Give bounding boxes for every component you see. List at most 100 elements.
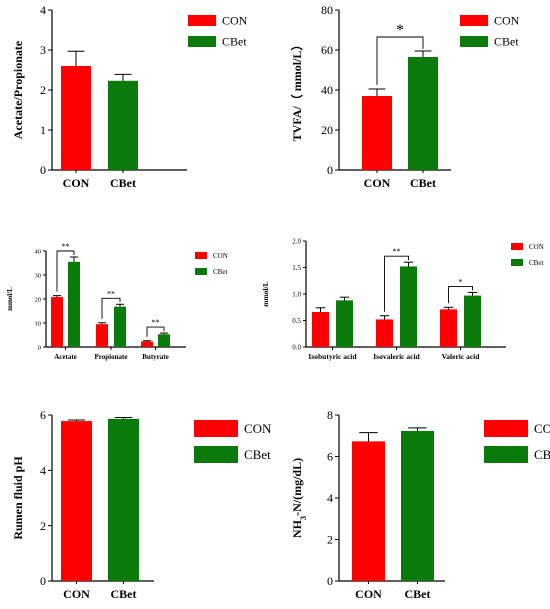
y-tick-label: 60 xyxy=(321,43,333,57)
significance-bracket xyxy=(448,285,473,304)
y-tick-label: 80 xyxy=(321,3,333,17)
significance-mark: ** xyxy=(152,318,160,327)
y-axis-label: Rumen fluid pH xyxy=(11,456,25,540)
legend-label-cbet: CBet xyxy=(529,259,543,267)
bar-cbet-1 xyxy=(114,306,126,347)
y-tick-label: 0 xyxy=(327,574,333,588)
y-axis-label: mmol/L xyxy=(6,287,14,311)
bar-con xyxy=(61,66,91,170)
y-axis-label: NH3-N/(mg/dL) xyxy=(290,458,308,538)
bar-cbet xyxy=(401,430,434,581)
y-tick-label: 2 xyxy=(40,519,46,533)
bar-cbet-2 xyxy=(158,334,170,347)
x-tick-label: CBet xyxy=(405,587,431,601)
y-tick-label: 0.5 xyxy=(292,317,301,325)
bar-cbet-0 xyxy=(336,300,353,347)
bar-con-2 xyxy=(440,309,457,347)
x-tick-label: Propionate xyxy=(95,353,128,361)
y-tick-label: 0 xyxy=(40,163,46,177)
chart-panel-5: 0 2 4 6 Rumen fluid pH CON CBet CON CBet xyxy=(11,408,272,601)
y-tick-label: 4 xyxy=(40,3,46,17)
x-tick-label: CON xyxy=(355,587,382,601)
y-axis-label: mmol/L xyxy=(261,281,270,306)
significance-bracket xyxy=(146,326,165,337)
legend-label-con: CON xyxy=(534,421,550,436)
legend-label-con: CON xyxy=(244,421,272,436)
y-tick-label: 1.5 xyxy=(292,264,301,272)
bar-cbet xyxy=(108,80,138,170)
chart-panel-6: 0 2 4 6 8 NH3-N/(mg/dL) CON CBet CON CBet xyxy=(290,408,550,601)
significance-bracket xyxy=(101,297,121,319)
bar-con-0 xyxy=(51,297,63,347)
legend-swatch-con xyxy=(188,15,216,26)
y-tick-label: 0.0 xyxy=(292,343,301,351)
bar-cbet-0 xyxy=(68,261,80,347)
y-axis-label: TVFA/（ mmol/L） xyxy=(289,39,304,142)
legend-label-cbet: CBet xyxy=(494,35,519,49)
y-tick-label: 1.0 xyxy=(292,290,301,298)
significance-bracket xyxy=(384,255,409,312)
y-axis-label: Acetate/Propionate xyxy=(11,40,25,139)
x-tick-label: Valeric acid xyxy=(442,352,481,361)
y-axis-label-part: NH xyxy=(290,519,304,538)
y-tick-label: 4 xyxy=(40,464,46,478)
legend-swatch-cbet xyxy=(484,446,528,463)
y-tick-label: 40 xyxy=(35,248,42,255)
x-tick-label: CBet xyxy=(111,587,137,601)
y-tick-label: 40 xyxy=(321,83,333,97)
legend-swatch-con xyxy=(460,15,488,26)
legend-label-con: CON xyxy=(494,14,520,28)
legend-label-cbet: CBet xyxy=(534,447,550,462)
x-tick-label: CBet xyxy=(110,176,136,190)
y-tick-label: 4 xyxy=(327,491,333,505)
legend-label-cbet: CBet xyxy=(244,447,271,462)
significance-bracket xyxy=(376,36,424,85)
legend-swatch-con xyxy=(484,420,528,437)
legend-swatch-cbet xyxy=(194,446,238,463)
y-tick-label: 0 xyxy=(327,163,333,177)
x-tick-label: Acetate xyxy=(54,353,77,361)
x-tick-label: CON xyxy=(364,176,391,190)
legend-swatch-con xyxy=(195,252,207,259)
legend-label-cbet: CBet xyxy=(213,268,227,276)
bar-cbet-2 xyxy=(464,295,481,347)
y-tick-label: 0 xyxy=(38,344,41,351)
bar-con xyxy=(352,441,385,581)
x-tick-label: CBet xyxy=(410,176,436,190)
x-tick-label: Isobutyric acid xyxy=(308,352,357,361)
significance-mark: * xyxy=(396,22,404,39)
bar-con xyxy=(362,96,392,170)
legend-label-con: CON xyxy=(222,14,248,28)
bar-cbet-1 xyxy=(400,266,417,347)
legend-swatch-cbet xyxy=(460,36,488,47)
y-tick-label: 30 xyxy=(35,272,42,279)
legend-label-con: CON xyxy=(529,243,544,251)
y-tick-label: 6 xyxy=(40,408,46,422)
significance-mark: ** xyxy=(393,247,401,256)
chart-panel-2: 0 20 40 60 80 TVFA/（ mmol/L） CON CBet * CON CBet xyxy=(289,3,520,190)
legend-swatch-cbet xyxy=(511,259,523,266)
y-tick-label: 1 xyxy=(40,123,46,137)
bar-cbet xyxy=(408,57,438,170)
y-axis-label-part: 3 xyxy=(299,516,308,520)
legend-swatch-con xyxy=(194,420,238,437)
y-tick-label: 8 xyxy=(327,408,333,422)
y-tick-label: 20 xyxy=(35,296,42,303)
bar-con-0 xyxy=(312,312,329,347)
legend-swatch-cbet xyxy=(188,36,216,47)
chart-panel-4: 0.0 0.5 1.0 1.5 2.0 mmol/L Isobutyric acid Isov… xyxy=(261,237,544,361)
significance-bracket xyxy=(56,250,75,292)
legend-label-cbet: CBet xyxy=(222,35,247,49)
bar-con-2 xyxy=(141,341,153,347)
x-tick-label: Butyrate xyxy=(142,353,168,361)
y-tick-label: 2 xyxy=(327,533,333,547)
x-tick-label: CON xyxy=(63,176,90,190)
bar-con-1 xyxy=(376,319,393,347)
legend-label-con: CON xyxy=(213,252,228,260)
y-tick-label: 0 xyxy=(40,574,46,588)
x-tick-label: CON xyxy=(63,587,90,601)
legend-swatch-cbet xyxy=(195,268,207,275)
y-tick-label: 20 xyxy=(321,123,333,137)
y-axis-label-part: -N/(mg/dL) xyxy=(290,458,304,516)
